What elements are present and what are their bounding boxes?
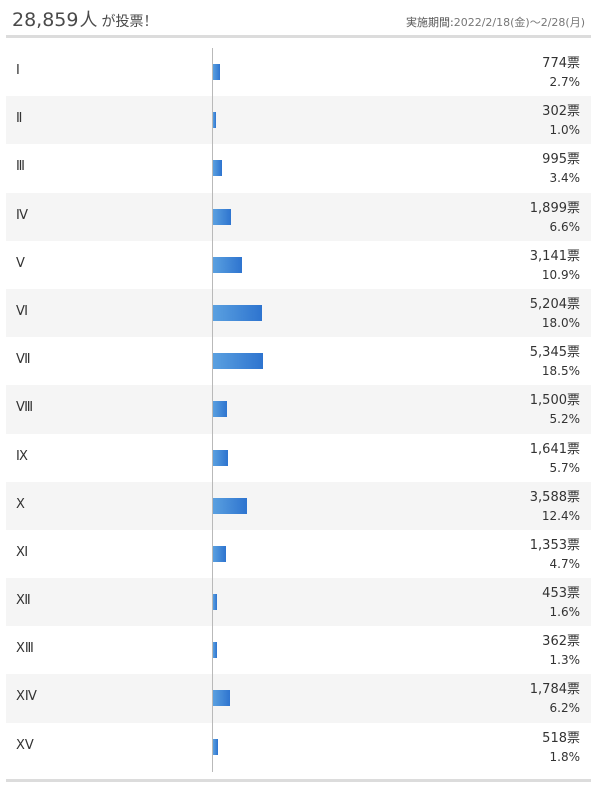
vote-percent: 6.6% bbox=[549, 219, 581, 234]
vote-count: 453票 bbox=[542, 586, 580, 602]
result-row: Ⅵ 5,204票 18.0% bbox=[6, 288, 591, 338]
vote-percent: 6.2% bbox=[549, 701, 581, 716]
result-row: Ⅷ 1,500票 5.2% bbox=[6, 385, 591, 434]
vote-percent: 5.2% bbox=[549, 412, 581, 427]
vote-bar bbox=[213, 208, 231, 225]
option-label: Ⅷ bbox=[16, 400, 34, 416]
result-row: Ⅺ 1,353票 4.7% bbox=[6, 530, 591, 578]
poll-header: 28,859人 が投票！ 実施期間:2022/2/18(金)～2/28(月) bbox=[8, 4, 591, 32]
vote-percent: 1.8% bbox=[549, 749, 581, 764]
vote-count: 1,784票 bbox=[529, 682, 580, 698]
option-label: Ⅱ bbox=[16, 111, 23, 127]
vote-count: 5,204票 bbox=[529, 296, 580, 312]
result-row: Ⅸ 1,641票 5.7% bbox=[6, 434, 591, 482]
vote-count: 1,353票 bbox=[529, 537, 580, 553]
option-label: XⅤ bbox=[16, 737, 34, 753]
vote-bar bbox=[213, 545, 226, 562]
bottom-divider bbox=[6, 779, 591, 782]
vote-count: 518票 bbox=[542, 730, 580, 746]
results-chart: Ⅰ 774票 2.7% Ⅱ 302票 1.0% Ⅲ 995票 3.4% Ⅳ 1,899票 6.6% Ⅴ 3… bbox=[6, 48, 591, 772]
vote-percent: 2.7% bbox=[549, 75, 581, 89]
option-label: Ⅵ bbox=[16, 303, 28, 319]
result-row: Ⅻ 453票 1.6% bbox=[6, 578, 591, 627]
result-row: Ⅳ 1,899票 6.6% bbox=[6, 192, 591, 241]
vote-count: 1,500票 bbox=[529, 393, 580, 409]
vote-percent: 1.0% bbox=[549, 123, 581, 138]
vote-percent: 4.7% bbox=[549, 556, 581, 571]
result-row: Ⅴ 3,141票 10.9% bbox=[6, 241, 591, 289]
result-row: Ⅲ 995票 3.4% bbox=[6, 144, 591, 192]
vote-bar bbox=[213, 401, 227, 418]
total-voters: 28,859人 が投票！ bbox=[12, 6, 157, 32]
vote-bar bbox=[213, 160, 223, 177]
period-label: 実施期間: bbox=[406, 16, 454, 29]
option-label: Ⅲ bbox=[16, 159, 25, 175]
result-row: XⅢ 362票 1.3% bbox=[6, 626, 591, 674]
vote-count: 3,141票 bbox=[529, 248, 580, 264]
vote-percent: 1.6% bbox=[549, 605, 581, 620]
vote-percent: 18.0% bbox=[541, 315, 580, 330]
vote-count: 3,588票 bbox=[529, 489, 580, 505]
total-suffix: が投票！ bbox=[101, 14, 158, 30]
vote-bar bbox=[213, 642, 217, 659]
result-row: Ⅹ 3,588票 12.4% bbox=[6, 481, 591, 530]
vote-count: 302票 bbox=[542, 104, 580, 120]
result-row: XⅤ 518票 1.8% bbox=[6, 723, 591, 771]
option-label: Ⅳ bbox=[16, 207, 28, 223]
result-row: Ⅶ 5,345票 18.5% bbox=[6, 337, 591, 385]
voting-period: 実施期間:2022/2/18(金)～2/28(月) bbox=[406, 14, 585, 30]
option-label: XⅣ bbox=[16, 689, 37, 705]
option-label: Ⅶ bbox=[16, 352, 31, 368]
vote-percent: 5.7% bbox=[549, 460, 581, 475]
option-label: Ⅴ bbox=[16, 255, 25, 271]
vote-percent: 10.9% bbox=[541, 267, 580, 282]
vote-percent: 1.3% bbox=[549, 653, 581, 668]
vote-percent: 18.5% bbox=[541, 364, 580, 379]
vote-count: 5,345票 bbox=[529, 345, 580, 361]
result-row: XⅣ 1,784票 6.2% bbox=[6, 674, 591, 723]
chart-baseline bbox=[212, 48, 213, 772]
top-divider bbox=[6, 35, 591, 38]
total-unit: 人 bbox=[79, 10, 98, 31]
vote-count: 774票 bbox=[542, 56, 580, 71]
option-label: Ⅺ bbox=[16, 544, 29, 560]
result-row: Ⅰ 774票 2.7% bbox=[6, 48, 591, 96]
vote-percent: 3.4% bbox=[549, 171, 581, 186]
result-row: Ⅱ 302票 1.0% bbox=[6, 96, 591, 145]
vote-bar bbox=[213, 112, 216, 129]
vote-count: 995票 bbox=[542, 152, 580, 168]
vote-bar bbox=[213, 449, 229, 466]
vote-percent: 12.4% bbox=[541, 508, 580, 523]
vote-bar bbox=[213, 304, 262, 321]
period-value: 2022/2/18(金)～2/28(月) bbox=[453, 16, 585, 29]
vote-bar bbox=[213, 256, 243, 273]
option-label: Ⅰ bbox=[16, 63, 20, 78]
vote-count: 1,641票 bbox=[529, 441, 580, 457]
vote-bar bbox=[213, 64, 221, 80]
vote-bar bbox=[213, 594, 218, 611]
vote-bar bbox=[213, 497, 247, 514]
option-label: Ⅹ bbox=[16, 496, 25, 512]
option-label: Ⅻ bbox=[16, 593, 31, 609]
vote-bar bbox=[213, 690, 230, 707]
total-count: 28,859 bbox=[12, 9, 79, 31]
vote-count: 1,899票 bbox=[529, 200, 580, 216]
vote-count: 362票 bbox=[542, 634, 580, 650]
option-label: XⅢ bbox=[16, 641, 34, 657]
vote-bar bbox=[213, 353, 263, 370]
option-label: Ⅸ bbox=[16, 448, 28, 464]
vote-bar bbox=[213, 738, 218, 755]
